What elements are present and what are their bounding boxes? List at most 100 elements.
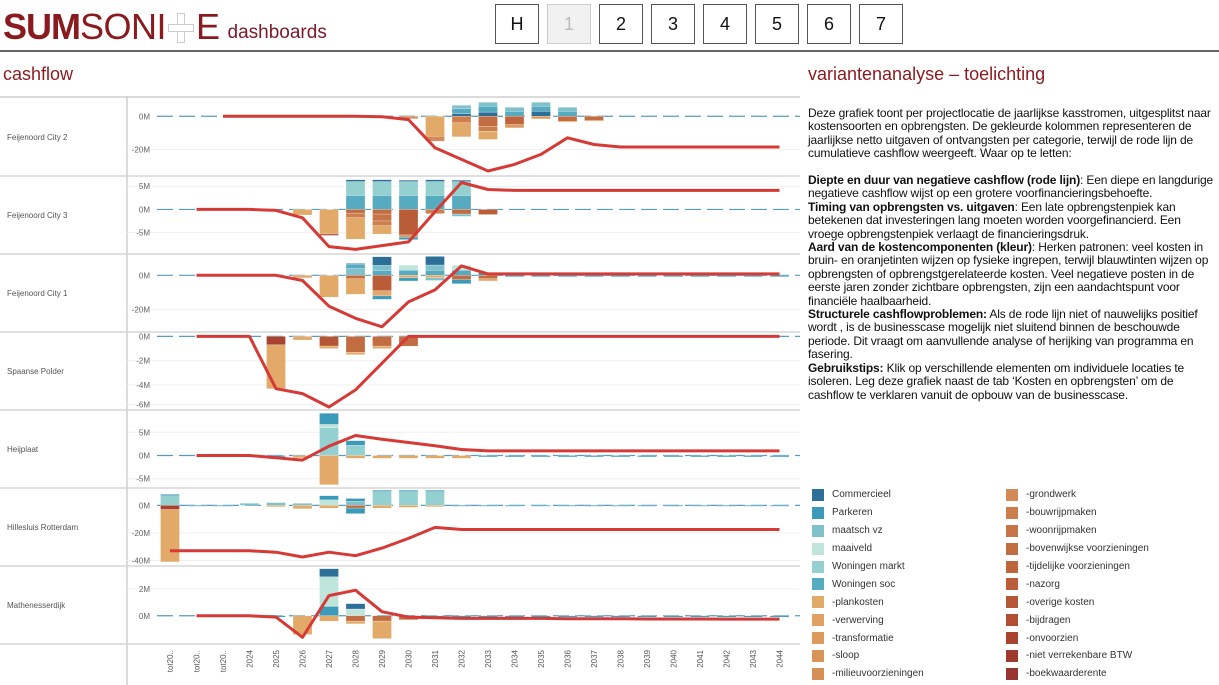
bar-segment-maatsch-vz [504, 107, 525, 112]
bar-segment-tijdelijke-voorzieningen [504, 116, 525, 125]
bar-segment-woningen-markt [345, 181, 366, 196]
legend-item[interactable]: Commercieel [812, 486, 1006, 504]
panel-feijenoord-city-2[interactable]: Feijenoord City 2 0M -20M [0, 102, 800, 177]
legend-item[interactable]: -bovenwijkse voorzieningen [1006, 540, 1206, 558]
tick-label: -6M [136, 401, 150, 410]
legend-swatch [1006, 542, 1018, 555]
legend-item[interactable]: -bijdragen [1006, 611, 1206, 629]
legend-swatch [1006, 560, 1018, 573]
legend-item[interactable]: -grondwerk [1006, 486, 1206, 504]
legend-item[interactable]: -transformatie [812, 629, 1006, 647]
nav-button-h[interactable]: H [495, 4, 539, 44]
legend-swatch [812, 649, 824, 662]
panel-mathenesserdijk[interactable]: Mathenesserdijk 2M 0M [0, 568, 800, 645]
bar-segment-parkeren [637, 455, 657, 458]
x-tick-label: 2027 [325, 649, 334, 667]
bar-segment-parkeren [557, 505, 578, 507]
legend-item[interactable]: -milieuvoorzieningen [812, 665, 1006, 683]
legend-label: -boekwaarderente [1026, 668, 1107, 680]
bar-segment-commercieel [372, 179, 392, 182]
x-tick-label: 2036 [564, 649, 573, 667]
x-tick-label: 2038 [617, 649, 626, 667]
bar-segment-parkeren [398, 237, 419, 240]
legend-label: -transformatie [832, 632, 894, 644]
legend-item[interactable]: -nazorg [1006, 575, 1206, 593]
bar-segment-parkeren [584, 505, 604, 507]
legend-item[interactable]: -woonrijpmaken [1006, 522, 1206, 540]
bar-segment-parkeren [637, 615, 657, 618]
bar-segment-parkeren [769, 615, 790, 618]
legend-swatch [1006, 614, 1018, 627]
bar-segment-maatsch-vz [345, 501, 366, 506]
legend-item[interactable]: maatsch vz [812, 522, 1006, 540]
legend-item[interactable]: -onvoorzien [1006, 629, 1206, 647]
bar-segment-transformatie [531, 116, 551, 120]
bar-segment-woningen-soc [372, 195, 392, 210]
bar-segment-transformatie [504, 124, 525, 129]
nav-button-5[interactable]: 5 [755, 4, 799, 44]
legend-item[interactable]: -plankosten [812, 593, 1006, 611]
legend-item[interactable]: -sloop [812, 647, 1006, 665]
legend-item[interactable]: Woningen soc [812, 575, 1006, 593]
panel-label: Hillesluis Rotterdam [7, 523, 78, 532]
legend-label: -onvoorzien [1026, 632, 1079, 644]
tick-label: 5M [139, 428, 150, 437]
nav-button-6[interactable]: 6 [807, 4, 851, 44]
nav-button-3[interactable]: 3 [651, 4, 695, 44]
legend-swatch [812, 578, 824, 591]
legend-swatch [812, 506, 824, 519]
cashflow-chart[interactable]: Feijenoord City 2 0M -20M Feijenoord City 3… [0, 96, 800, 685]
bar-segment-parkeren [716, 505, 737, 507]
nav-button-4[interactable]: 4 [703, 4, 747, 44]
nav-button-7[interactable]: 7 [859, 4, 903, 44]
bar-segment-parkeren [610, 505, 631, 507]
panel-feijenoord-city-3[interactable]: Feijenoord City 3 5M 0M -5M [0, 179, 800, 255]
bar-segment-plankosten [292, 336, 313, 341]
bar-segment-parkeren [690, 275, 710, 277]
panel-spaanse-polder[interactable]: Spaanse Polder 0M -2M -4M -6M [0, 332, 800, 411]
legend-label: -niet verrekenbare BTW [1026, 650, 1133, 662]
bar-segment-parkeren [451, 505, 472, 507]
legend-item[interactable]: -verwerving [812, 611, 1006, 629]
legend-item[interactable]: -overige kosten [1006, 593, 1206, 611]
panel-heijplaat[interactable]: Heijplaat 5M 0M -5M [0, 413, 800, 489]
bar-segment-plankosten [451, 122, 472, 138]
legend-item[interactable]: maaiveld [812, 540, 1006, 558]
bar-segment-parkeren [663, 275, 684, 277]
bar-segment-onvoorzien [319, 233, 339, 236]
bar-segment-plankosten [372, 345, 392, 349]
nav-button-1[interactable]: 1 [547, 4, 591, 44]
legend-item[interactable]: -tijdelijke voorzieningen [1006, 558, 1206, 576]
logo[interactable]: SUM SONI E dashboards [3, 5, 327, 47]
bar-segment-plankosten [160, 509, 180, 563]
legend-item[interactable]: -boekwaarderente [1006, 665, 1206, 683]
bar-segment-parkeren [319, 413, 339, 425]
x-tick-label: 2043 [749, 649, 758, 667]
legend-label: -woonrijpmaken [1026, 525, 1097, 537]
header-divider [0, 50, 1219, 52]
nav-button-2[interactable]: 2 [599, 4, 643, 44]
legend-item[interactable]: Woningen markt [812, 558, 1006, 576]
bar-segment-woningen-soc [345, 263, 366, 269]
legend-item[interactable]: Parkeren [812, 504, 1006, 522]
legend-item[interactable]: -niet verrekenbare BTW [1006, 647, 1206, 665]
legend: Commercieel Parkeren maatsch vz maaiveld Won… [812, 486, 1212, 683]
legend-swatch [812, 542, 824, 555]
legend-swatch [812, 560, 824, 573]
explanation-item-text: : Een diepe en langdurige negatieve cash… [808, 173, 1214, 201]
bar-segment-woningen-markt [345, 445, 366, 456]
panel-hillesluis-rotterdam[interactable]: Hillesluis Rotterdam 0M -20M -40M [0, 490, 800, 567]
legend-label: Commercieel [832, 489, 891, 501]
legend-label: -nazorg [1026, 578, 1060, 590]
x-tick-label: 2042 [723, 649, 732, 667]
cumulative-cashflow-line [170, 525, 780, 559]
legend-item[interactable]: -bouwrijpmaken [1006, 504, 1206, 522]
legend-swatch [812, 632, 824, 645]
panel-feijenoord-city-1[interactable]: Feijenoord City 1 0M -20M [0, 256, 800, 333]
panel-label: Feijenoord City 2 [7, 133, 68, 142]
tick-label: 0M [139, 112, 150, 121]
panel-label: Feijenoord City 3 [7, 211, 68, 220]
bar-segment-plankosten [425, 275, 445, 279]
explanation-title: variantenanalyse – toelichting [808, 64, 1046, 84]
